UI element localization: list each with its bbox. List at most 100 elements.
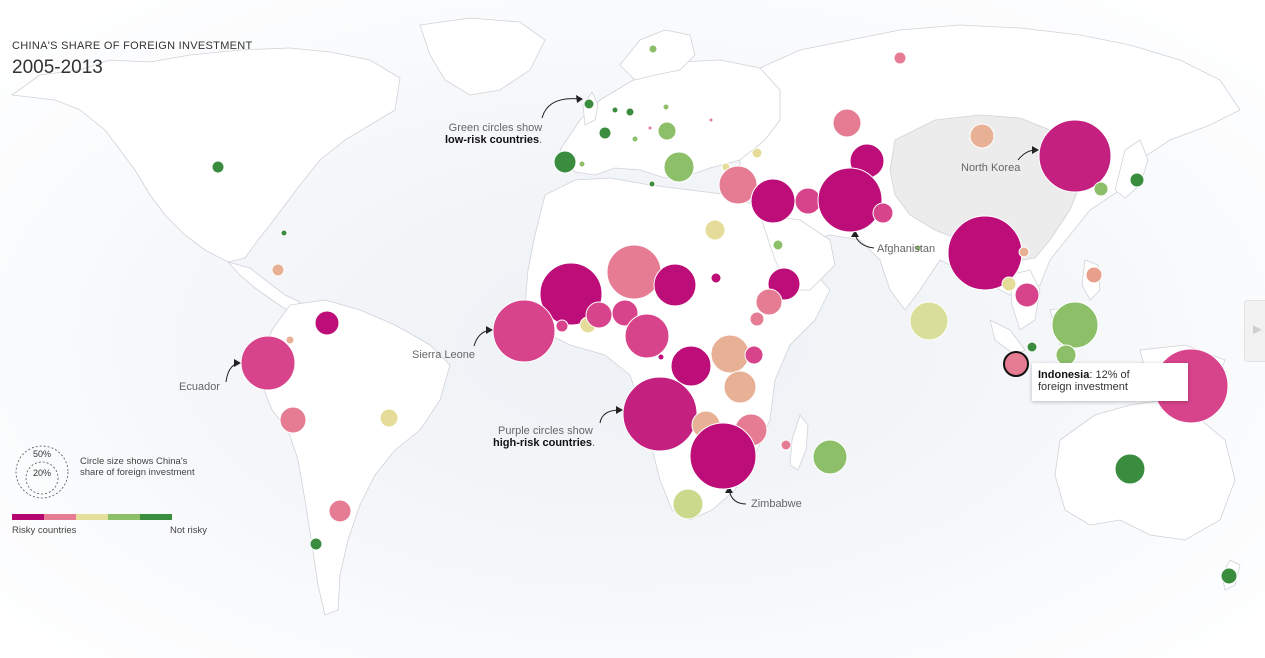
bubble-netherlands[interactable] — [611, 106, 619, 114]
bubble-kenya[interactable] — [723, 370, 757, 404]
bubble-togo[interactable] — [585, 301, 613, 329]
arrowhead-zimbabwe — [725, 486, 733, 493]
legend-ring-large — [15, 445, 69, 499]
annotation-green-line1: Green circles show — [448, 122, 543, 134]
next-slide-button[interactable]: ► — [1244, 300, 1265, 362]
map-title: 2005-2013 — [12, 57, 103, 78]
bubble-spain[interactable] — [553, 150, 577, 174]
label-north-korea: North Korea — [961, 162, 1021, 174]
legend-ring-small — [25, 461, 59, 495]
bubble-portugal[interactable] — [578, 160, 586, 168]
tooltip-text2: foreign investment — [1038, 381, 1128, 393]
bubble-usa[interactable] — [211, 160, 225, 174]
bubble-india[interactable] — [909, 301, 949, 341]
bubble-malta[interactable] — [648, 180, 656, 188]
arrowhead-afghanistan — [851, 230, 859, 237]
bubble-sudan[interactable] — [710, 272, 722, 284]
arrowhead-purple — [616, 406, 623, 414]
bubble-uk[interactable] — [583, 98, 595, 110]
bubble-comoros[interactable] — [780, 439, 792, 451]
bubble-nigeria[interactable] — [611, 299, 639, 327]
bubble-brunei[interactable] — [1051, 301, 1099, 349]
bubble-hungary[interactable] — [657, 121, 677, 141]
legend-swatch-5 — [140, 514, 172, 520]
bubble-venezuela[interactable] — [314, 310, 340, 336]
bubble-syria[interactable] — [718, 165, 758, 205]
bubble-italy[interactable] — [647, 125, 653, 131]
bubble-switzerland[interactable] — [631, 135, 639, 143]
bubble-angola[interactable] — [622, 376, 698, 452]
annotation-purple-bold: high-risk countries — [493, 437, 593, 449]
bubble-kazakhstan[interactable] — [832, 108, 862, 138]
bubble-bangladesh[interactable] — [914, 244, 922, 252]
legend-not-risky-label: Not risky — [170, 525, 207, 536]
label-ecuador: Ecuador — [179, 381, 220, 393]
bubble-iran[interactable] — [794, 187, 822, 215]
bubble-japan[interactable] — [1129, 172, 1145, 188]
bubble-madagascar[interactable] — [812, 439, 848, 475]
bubble-east-timor[interactable] — [1055, 344, 1077, 366]
arrowhead-sierra-leone — [486, 326, 493, 334]
bubble-france[interactable] — [598, 126, 612, 140]
bubble-thailand[interactable] — [1001, 276, 1017, 292]
bubble-mali[interactable] — [539, 262, 603, 326]
bubble-iraq[interactable] — [750, 178, 796, 224]
bubble-philippines[interactable] — [1085, 266, 1103, 284]
bubble-south-africa[interactable] — [672, 488, 704, 520]
land-greenland — [419, 17, 546, 96]
bubble-malaysia[interactable] — [1026, 341, 1038, 353]
bubble-germany[interactable] — [625, 107, 635, 117]
bubble-drc[interactable] — [670, 345, 712, 387]
bubble-iceland[interactable] — [648, 44, 658, 54]
bubble-greece[interactable] — [663, 151, 695, 183]
bubble-gabon[interactable] — [657, 353, 665, 361]
bubble-south-korea[interactable] — [1093, 181, 1109, 197]
arrowhead-north-korea — [1032, 146, 1039, 154]
bubble-afghanistan[interactable] — [817, 167, 883, 233]
bubble-north-korea[interactable] — [1038, 119, 1112, 193]
bubble-mongolia[interactable] — [969, 123, 995, 149]
bubble-chad[interactable] — [653, 263, 697, 307]
land-madagascar — [789, 414, 809, 471]
label-zimbabwe: Zimbabwe — [751, 498, 802, 510]
bubble-new-zealand[interactable] — [1220, 567, 1238, 585]
bubble-guyana[interactable] — [285, 335, 295, 345]
bubble-australia[interactable] — [1114, 453, 1146, 485]
annotation-green: Green circles show low-risk countries. — [445, 122, 542, 146]
bubble-ethiopia[interactable] — [710, 334, 750, 374]
bubble-zimbabwe[interactable] — [689, 422, 757, 490]
bubble-poland[interactable] — [662, 103, 670, 111]
legend-size-text: Circle size shows China's share of forei… — [80, 456, 195, 478]
bubble-liberia[interactable] — [555, 319, 569, 333]
land-central-america — [226, 261, 301, 313]
bubble-russia[interactable] — [893, 51, 907, 65]
bubble-ecuador[interactable] — [240, 335, 296, 391]
bubble-sierra-leone[interactable] — [492, 299, 556, 363]
arrow-ecuador — [225, 362, 239, 383]
bubble-egypt[interactable] — [704, 219, 726, 241]
land-north-america — [10, 47, 401, 263]
bubble-cameroon[interactable] — [624, 313, 670, 359]
bubble-somalia[interactable] — [744, 345, 764, 365]
bubble-eritrea[interactable] — [755, 288, 783, 316]
bubble-saudi[interactable] — [772, 239, 784, 251]
bubble-argentina[interactable] — [328, 499, 352, 523]
legend-swatch-1 — [12, 514, 44, 520]
bubble-brazil[interactable] — [379, 408, 399, 428]
land-south-america — [261, 299, 451, 616]
annotation-purple-line1: Purple circles show — [498, 425, 593, 437]
bubble-mexico[interactable] — [271, 263, 285, 277]
annotation-purple: Purple circles show high-risk countries. — [493, 425, 595, 449]
bubble-peru[interactable] — [279, 406, 307, 434]
bubble-djibouti[interactable] — [749, 311, 765, 327]
bubble-pakistan[interactable] — [872, 202, 894, 224]
bubble-cambodia[interactable] — [1014, 282, 1040, 308]
bubble-bahamas[interactable] — [280, 229, 288, 237]
bubble-laos[interactable] — [1018, 246, 1030, 258]
bubble-georgia[interactable] — [751, 147, 763, 159]
bubble-indonesia[interactable] — [1003, 351, 1029, 377]
bubble-chile[interactable] — [309, 537, 323, 551]
bubble-niger[interactable] — [606, 244, 662, 300]
label-sierra-leone: Sierra Leone — [412, 349, 475, 361]
bubble-ukraine[interactable] — [708, 117, 714, 123]
